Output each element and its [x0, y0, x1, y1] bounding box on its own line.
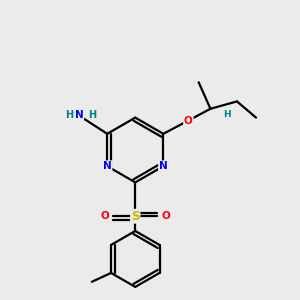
Text: H: H [65, 110, 73, 120]
Text: N: N [103, 161, 112, 171]
Text: O: O [161, 211, 170, 221]
Text: H: H [88, 110, 97, 120]
Text: H: H [223, 110, 230, 119]
Text: O: O [184, 116, 193, 126]
Text: O: O [100, 211, 109, 221]
Text: N: N [159, 161, 168, 171]
Text: S: S [131, 210, 140, 223]
Text: N: N [75, 110, 84, 120]
